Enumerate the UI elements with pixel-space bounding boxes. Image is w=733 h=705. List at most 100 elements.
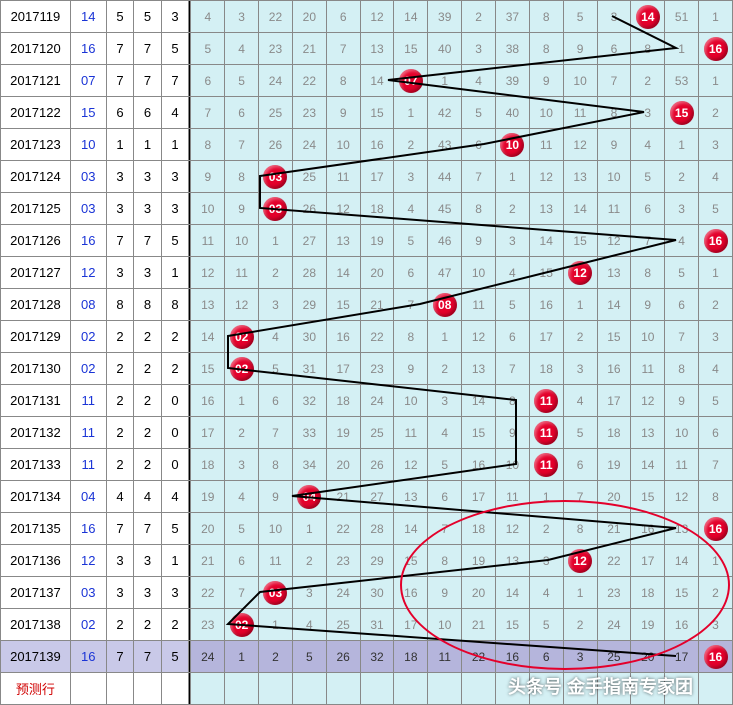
- trail-cell: 24: [292, 129, 326, 161]
- trail-cell: 8: [495, 385, 529, 417]
- trail-cell: 20: [326, 449, 360, 481]
- stat-cell: 3: [106, 577, 134, 609]
- hit-ball: 16: [704, 229, 728, 253]
- trail-cell: 6: [631, 193, 665, 225]
- period-cell: 2017126: [1, 225, 71, 257]
- trail-cell: 13: [191, 289, 225, 321]
- trail-cell: 12: [495, 513, 529, 545]
- trail-cell: 23: [292, 97, 326, 129]
- trail-cell: 9: [225, 193, 259, 225]
- trail-cell: 12: [191, 257, 225, 289]
- trail-cell: 19: [326, 417, 360, 449]
- pick-cell: 11: [70, 449, 106, 481]
- trail-cell: 24: [259, 65, 293, 97]
- trail-cell: 22: [597, 545, 631, 577]
- pick-cell: 12: [70, 257, 106, 289]
- trail-cell: 13: [665, 513, 699, 545]
- pick-cell: 02: [70, 609, 106, 641]
- trail-cell: 3: [563, 353, 597, 385]
- trail-cell: 1: [699, 1, 733, 33]
- stat-cell: 2: [161, 353, 189, 385]
- stat-cell: 7: [106, 33, 134, 65]
- pick-cell: 10: [70, 129, 106, 161]
- pick-cell: 03: [70, 161, 106, 193]
- trail-cell: 24: [360, 385, 394, 417]
- trail-cell: 20: [597, 481, 631, 513]
- period-cell: 2017131: [1, 385, 71, 417]
- hit-ball: 04: [297, 485, 321, 509]
- hit-ball: 02: [230, 613, 254, 637]
- trail-cell: 7: [665, 321, 699, 353]
- trail-cell: 9: [428, 577, 462, 609]
- empty-cell: [106, 673, 134, 705]
- trail-cell: 8: [225, 161, 259, 193]
- trail-cell: 13: [563, 161, 597, 193]
- stat-cell: 3: [134, 577, 162, 609]
- empty-cell: [134, 673, 162, 705]
- trail-cell: 22: [259, 1, 293, 33]
- trail-cell: 8: [326, 65, 360, 97]
- trail-cell: 5: [699, 193, 733, 225]
- trail-cell: 2: [495, 193, 529, 225]
- trail-cell: 5: [394, 225, 428, 257]
- trail-cell: 4: [225, 481, 259, 513]
- period-cell: 2017137: [1, 577, 71, 609]
- stat-cell: 7: [134, 33, 162, 65]
- trail-cell: 1: [428, 65, 462, 97]
- stat-cell: 2: [106, 321, 134, 353]
- trail-cell: 46: [428, 225, 462, 257]
- trail-cell: 27: [360, 481, 394, 513]
- trail-cell: 15: [394, 33, 428, 65]
- trail-cell: 25: [360, 417, 394, 449]
- hit-ball: 10: [500, 133, 524, 157]
- trail-cell: 4: [495, 257, 529, 289]
- trail-cell: 5: [225, 65, 259, 97]
- trail-cell: 12: [360, 1, 394, 33]
- stat-cell: 4: [134, 481, 162, 513]
- trail-cell: 24: [191, 641, 225, 673]
- trail-cell: 16: [462, 449, 496, 481]
- trail-cell: 18: [597, 417, 631, 449]
- trail-cell: 1: [428, 321, 462, 353]
- pick-cell: 16: [70, 513, 106, 545]
- trail-cell: 12: [563, 257, 597, 289]
- trail-cell: 42: [428, 97, 462, 129]
- trail-cell: 10: [529, 97, 563, 129]
- trail-cell: 6: [529, 641, 563, 673]
- trail-cell: 4: [428, 417, 462, 449]
- trail-cell: 10: [428, 609, 462, 641]
- trail-cell: 7: [225, 577, 259, 609]
- trail-cell: 3: [292, 577, 326, 609]
- trail-cell: 7: [597, 65, 631, 97]
- trail-cell: 6: [462, 129, 496, 161]
- trail-cell: 8: [631, 257, 665, 289]
- trail-cell: [394, 673, 428, 705]
- trail-cell: 16: [360, 129, 394, 161]
- stat-cell: 3: [106, 257, 134, 289]
- trail-cell: 16: [699, 33, 733, 65]
- trail-cell: 11: [597, 193, 631, 225]
- trail-cell: 4: [259, 321, 293, 353]
- trail-cell: 16: [699, 225, 733, 257]
- pick-cell: 11: [70, 385, 106, 417]
- trail-cell: 6: [191, 65, 225, 97]
- trail-cell: 23: [360, 353, 394, 385]
- trail-cell: 34: [292, 449, 326, 481]
- trail-cell: 21: [360, 289, 394, 321]
- trail-cell: 20: [462, 577, 496, 609]
- pick-cell: 16: [70, 225, 106, 257]
- trail-cell: 8: [394, 321, 428, 353]
- trail-cell: 1: [699, 257, 733, 289]
- trail-cell: 4: [563, 385, 597, 417]
- trail-cell: 26: [259, 129, 293, 161]
- trail-cell: 02: [225, 609, 259, 641]
- trail-cell: 20: [360, 257, 394, 289]
- trail-cell: 8: [259, 449, 293, 481]
- trail-cell: 14: [631, 449, 665, 481]
- stat-cell: 1: [161, 257, 189, 289]
- trail-cell: 12: [597, 225, 631, 257]
- trail-cell: 7: [563, 481, 597, 513]
- trail-cell: 12: [394, 449, 428, 481]
- trail-cell: 9: [665, 385, 699, 417]
- trail-cell: 6: [225, 545, 259, 577]
